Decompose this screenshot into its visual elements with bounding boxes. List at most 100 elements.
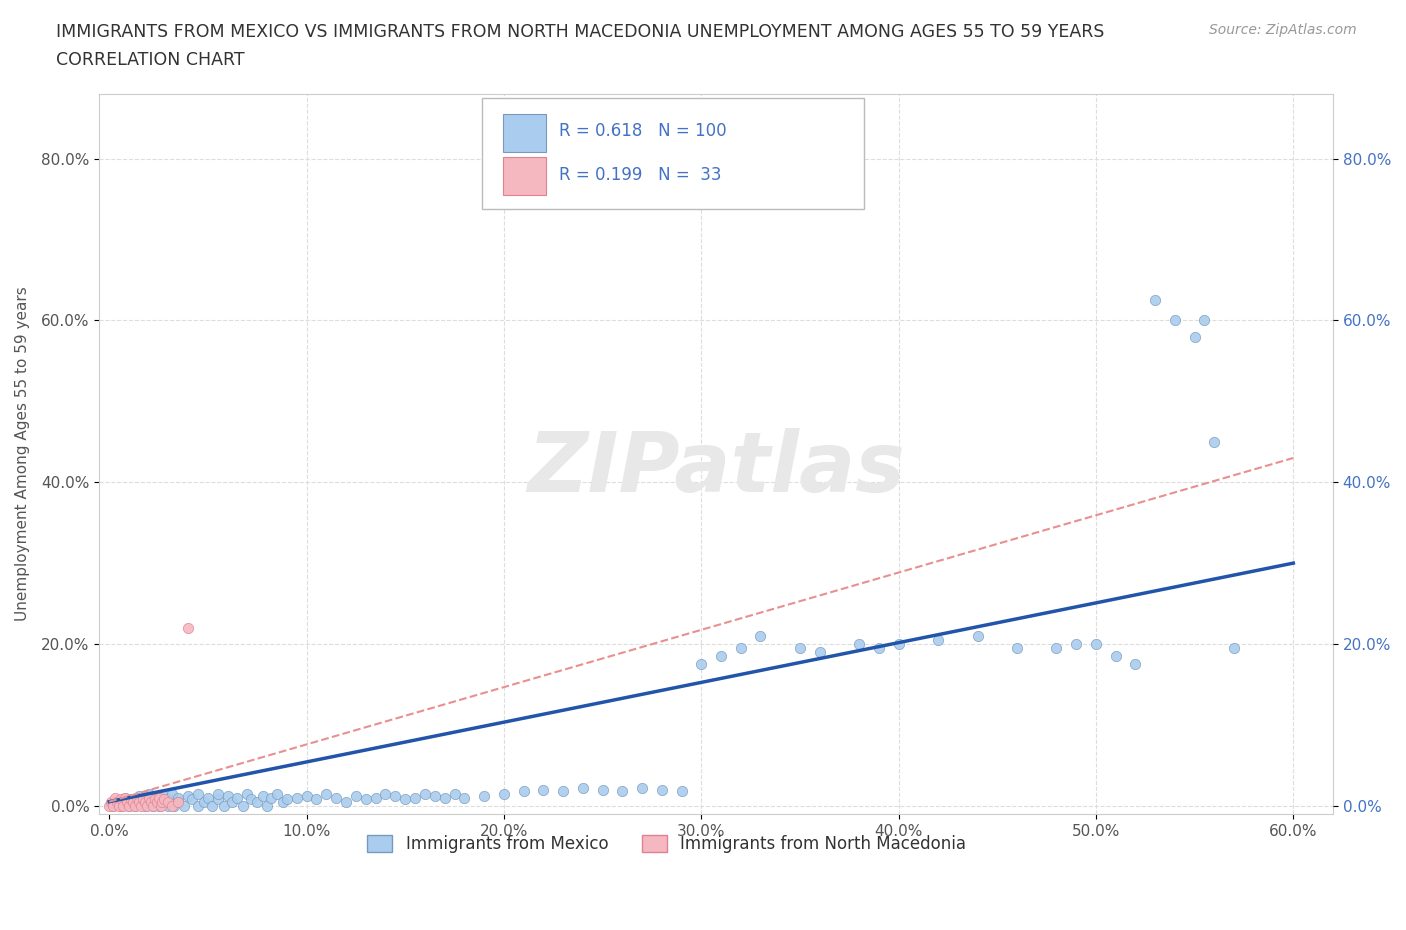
Point <box>305 791 328 806</box>
Point <box>276 791 298 806</box>
Point <box>246 794 269 809</box>
Point <box>167 794 190 809</box>
Point <box>108 798 131 813</box>
Point <box>122 794 145 809</box>
Point <box>966 629 988 644</box>
Point <box>157 794 180 809</box>
Point <box>118 794 141 809</box>
Point <box>177 620 200 635</box>
Point <box>631 780 654 795</box>
Point <box>162 786 184 801</box>
Point <box>197 790 219 805</box>
Point <box>651 782 673 797</box>
Point <box>124 798 146 813</box>
Point <box>118 798 141 813</box>
Point <box>612 784 634 799</box>
Point <box>101 798 124 813</box>
Point <box>553 784 575 799</box>
Point <box>1164 313 1187 328</box>
Point <box>163 798 186 813</box>
Point <box>105 794 128 809</box>
Point <box>1084 636 1107 651</box>
Text: IMMIGRANTS FROM MEXICO VS IMMIGRANTS FROM NORTH MACEDONIA UNEMPLOYMENT AMONG AGE: IMMIGRANTS FROM MEXICO VS IMMIGRANTS FRO… <box>56 23 1105 41</box>
Text: Source: ZipAtlas.com: Source: ZipAtlas.com <box>1209 23 1357 37</box>
Point <box>531 782 554 797</box>
Point <box>142 798 165 813</box>
Legend: Immigrants from Mexico, Immigrants from North Macedonia: Immigrants from Mexico, Immigrants from … <box>361 828 973 859</box>
Point <box>453 790 475 805</box>
Point <box>139 794 162 809</box>
Point <box>285 790 308 805</box>
Point <box>149 798 172 813</box>
Point <box>128 794 150 809</box>
Y-axis label: Unemployment Among Ages 55 to 59 years: Unemployment Among Ages 55 to 59 years <box>15 286 30 621</box>
Point <box>271 794 294 809</box>
Point <box>115 794 138 809</box>
Point <box>110 791 132 806</box>
Point <box>105 794 128 809</box>
Point <box>868 641 890 656</box>
Point <box>207 791 229 806</box>
Point <box>671 784 693 799</box>
Point <box>157 798 180 813</box>
Point <box>443 786 465 801</box>
Point <box>260 790 283 805</box>
FancyBboxPatch shape <box>503 157 546 194</box>
Point <box>148 790 170 805</box>
Point <box>1005 641 1028 656</box>
Point <box>325 790 347 805</box>
Point <box>1204 434 1226 449</box>
Point <box>394 791 416 806</box>
Point <box>374 786 396 801</box>
Point <box>236 786 259 801</box>
Point <box>138 791 160 806</box>
Point <box>221 794 243 809</box>
Point <box>492 786 515 801</box>
Point <box>252 789 274 804</box>
Point <box>384 789 406 804</box>
Point <box>187 798 209 813</box>
Point <box>212 798 235 813</box>
Point <box>240 791 263 806</box>
Point <box>128 789 150 804</box>
Point <box>181 791 204 806</box>
Point <box>730 641 752 656</box>
Text: ZIPatlas: ZIPatlas <box>527 428 905 509</box>
Point <box>927 632 949 647</box>
Point <box>1194 313 1216 328</box>
Point <box>167 794 190 809</box>
Point <box>134 798 156 813</box>
Point <box>1184 329 1206 344</box>
Point <box>110 798 132 813</box>
Point <box>315 786 337 801</box>
Point <box>1105 649 1128 664</box>
Point <box>138 786 160 801</box>
Point <box>135 798 157 813</box>
Point <box>134 794 156 809</box>
Point <box>111 798 134 813</box>
Point <box>201 798 224 813</box>
Point <box>193 794 215 809</box>
FancyBboxPatch shape <box>503 114 546 152</box>
Point <box>143 791 166 806</box>
Point <box>512 784 534 799</box>
Point <box>148 790 170 805</box>
Point <box>100 794 122 809</box>
Point <box>128 794 150 809</box>
Point <box>404 790 426 805</box>
Point <box>710 649 733 664</box>
Point <box>167 790 190 805</box>
Point <box>114 790 136 805</box>
Point <box>177 789 200 804</box>
Text: R = 0.618   N = 100: R = 0.618 N = 100 <box>560 123 727 140</box>
Point <box>423 789 446 804</box>
Point <box>413 786 436 801</box>
Point <box>98 798 121 813</box>
Point <box>152 794 174 809</box>
Point <box>335 794 357 809</box>
Point <box>354 791 377 806</box>
Text: R = 0.199   N =  33: R = 0.199 N = 33 <box>560 166 721 183</box>
Point <box>145 794 167 809</box>
Point <box>887 636 910 651</box>
Point <box>1064 636 1087 651</box>
